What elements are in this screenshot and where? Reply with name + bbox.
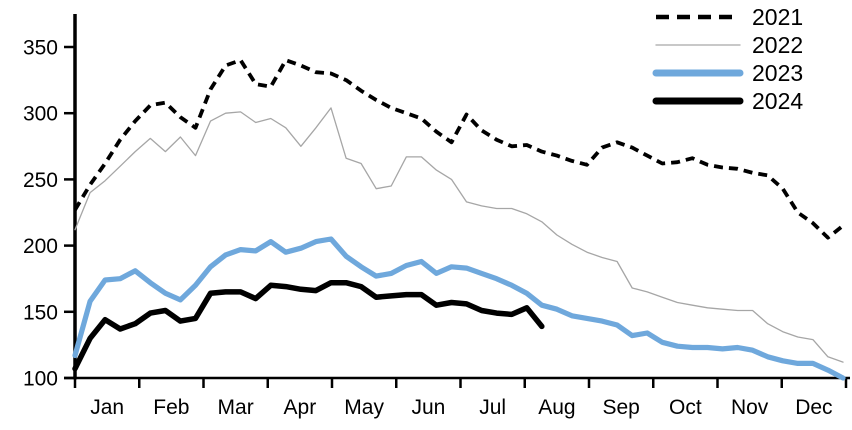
y-axis-tick-label: 200 [23, 235, 58, 258]
x-axis-month-label: Nov [731, 396, 769, 419]
x-axis-month-label: Jan [90, 396, 124, 419]
x-axis-month-label: Oct [669, 396, 702, 419]
x-axis-month-label: Aug [538, 396, 575, 419]
legend-label: 2023 [752, 59, 804, 86]
x-axis-month-label: Mar [218, 396, 254, 419]
legend: 2021 2022 2023 2024 [652, 3, 803, 115]
legend-item-2022: 2022 [652, 31, 803, 59]
legend-line-sample-2023 [652, 69, 744, 77]
x-axis-month-label: Jul [479, 396, 506, 419]
legend-label: 2022 [752, 31, 804, 58]
x-axis-month-label: Dec [795, 396, 832, 419]
x-axis-month-label: May [344, 396, 384, 419]
legend-label: 2021 [752, 3, 804, 30]
y-axis-tick-label: 300 [23, 103, 58, 126]
x-axis-month-label: Jun [411, 396, 445, 419]
y-axis-tick-label: 100 [23, 368, 58, 391]
x-axis-month-label: Feb [153, 396, 189, 419]
legend-line-sample-2021 [656, 14, 740, 20]
y-axis-tick-label: 150 [23, 301, 58, 324]
legend-item-2024: 2024 [652, 87, 803, 115]
series-line-2023 [72, 236, 846, 381]
x-axis-month-label: Sep [602, 396, 639, 419]
legend-line-sample-2022 [655, 44, 741, 46]
y-axis-tick-label: 350 [23, 37, 58, 60]
series-line-2024 [72, 279, 545, 372]
y-axis-tick-label: 250 [23, 169, 58, 192]
legend-line-sample-2024 [652, 97, 744, 105]
legend-label: 2024 [752, 87, 804, 114]
legend-item-2023: 2023 [652, 59, 803, 87]
series-line-2021 [73, 58, 845, 240]
series-line-2022 [74, 107, 844, 363]
legend-item-2021: 2021 [652, 3, 803, 31]
x-axis-month-label: Apr [284, 396, 317, 419]
